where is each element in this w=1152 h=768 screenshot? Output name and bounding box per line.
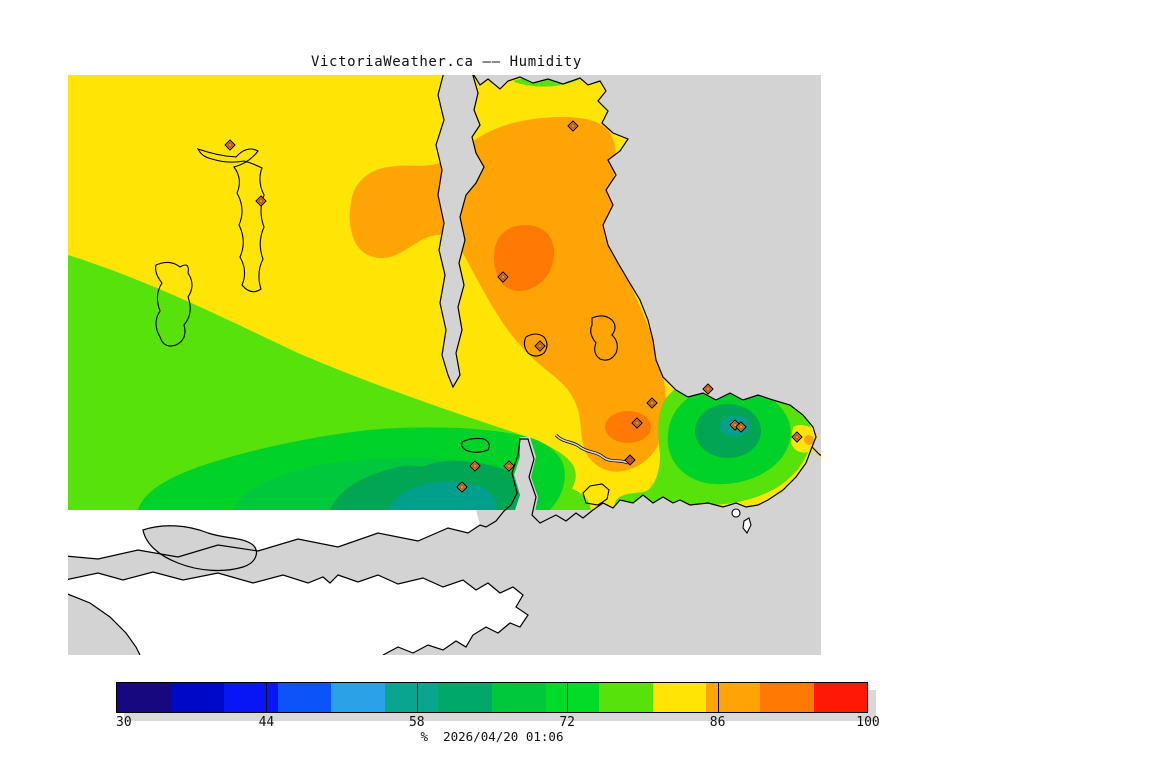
humidity-map <box>68 75 821 655</box>
contour-darkorange-peninsula <box>493 225 555 291</box>
legend-segment-3 <box>277 683 332 712</box>
legend-segment-8 <box>545 683 600 712</box>
islet-white-2 <box>742 517 752 535</box>
station-marker-inner-5 <box>648 399 656 407</box>
station-marker-13[interactable] <box>735 421 747 433</box>
legend-segment-11 <box>706 683 760 712</box>
lake-thetis <box>461 437 490 453</box>
station-marker-inner-7 <box>633 419 641 427</box>
legend-label-72: 72 <box>559 715 576 730</box>
gorge-waterway <box>555 434 629 464</box>
station-marker-6[interactable] <box>702 383 714 395</box>
station-marker-7[interactable] <box>631 417 643 429</box>
legend-segment-13 <box>813 683 868 712</box>
station-marker-10[interactable] <box>503 460 515 472</box>
station-marker-inner-6 <box>704 385 712 393</box>
map-title: VictoriaWeather.ca —— Humidity <box>311 54 582 70</box>
contour-orange-region <box>349 117 667 472</box>
legend-segment-6 <box>438 683 493 712</box>
coast-south-shore <box>68 438 813 560</box>
station-marker-inner-1 <box>257 197 265 205</box>
sea-haro-strait <box>473 75 821 456</box>
lake-elk-beaver <box>590 315 618 361</box>
legend-segment-5 <box>384 683 439 712</box>
esquimalt-lagoon <box>142 525 257 572</box>
station-marker-inner-2 <box>569 122 577 130</box>
legend-colorbar <box>116 682 868 713</box>
station-marker-inner-8 <box>626 456 634 464</box>
legend-segment-7 <box>492 683 546 712</box>
lake-chain-northwest <box>196 148 265 293</box>
legend-caption: % 2026/04/20 01:06 <box>420 729 564 744</box>
station-marker-inner-13 <box>737 423 745 431</box>
station-marker-3[interactable] <box>497 271 509 283</box>
legend-segment-12 <box>759 683 814 712</box>
station-markers <box>224 120 803 493</box>
sea-saanich-inlet <box>435 75 485 389</box>
sea-esquimalt-harbour <box>514 437 538 510</box>
legend-label-100: 100 <box>856 715 880 730</box>
lake-prospect <box>523 333 548 357</box>
coast-olympic <box>68 571 529 655</box>
station-marker-9[interactable] <box>469 460 481 472</box>
contour-east-tip-orange <box>804 435 814 445</box>
legend-tick-58 <box>416 682 418 713</box>
station-marker-2[interactable] <box>567 120 579 132</box>
legend-tick-86 <box>717 682 719 713</box>
legend-segment-9 <box>599 683 653 712</box>
land-olympic-peninsula <box>68 572 528 655</box>
station-marker-14[interactable] <box>791 431 803 443</box>
map-svg <box>68 75 821 655</box>
station-marker-inner-0 <box>226 141 234 149</box>
contour-darkorange-victoria <box>605 411 651 443</box>
station-marker-8[interactable] <box>624 454 636 466</box>
contour-teal-core <box>388 481 497 510</box>
station-marker-inner-12 <box>731 421 739 429</box>
legend-segment-2 <box>224 683 278 712</box>
station-marker-inner-3 <box>499 273 507 281</box>
islet-white-1 <box>731 508 741 518</box>
station-marker-4[interactable] <box>534 340 546 352</box>
legend-tick-44 <box>266 682 268 713</box>
islet-outline-victoria <box>582 483 610 506</box>
lake-west <box>155 261 193 347</box>
legend-label-58: 58 <box>408 715 425 730</box>
station-marker-1[interactable] <box>255 195 267 207</box>
coast-sooke-corner <box>68 593 141 655</box>
station-marker-inner-14 <box>793 433 801 441</box>
legend-tick-72 <box>567 682 569 713</box>
legend-segment-10 <box>652 683 707 712</box>
station-marker-inner-10 <box>505 462 513 470</box>
contour-field <box>68 75 821 510</box>
station-marker-11[interactable] <box>456 481 468 493</box>
legend-segment-0 <box>117 683 171 712</box>
station-marker-inner-9 <box>471 462 479 470</box>
sea-sooke-corner <box>68 594 140 655</box>
station-marker-inner-4 <box>536 342 544 350</box>
legend-label-44: 44 <box>258 715 275 730</box>
legend-label-86: 86 <box>709 715 726 730</box>
sea-south-coast <box>593 450 821 510</box>
legend-label-30: 30 <box>116 715 132 730</box>
station-marker-inner-11 <box>458 483 466 491</box>
legend-segment-4 <box>331 683 385 712</box>
station-marker-5[interactable] <box>646 397 658 409</box>
station-marker-0[interactable] <box>224 139 236 151</box>
legend-segment-1 <box>170 683 225 712</box>
